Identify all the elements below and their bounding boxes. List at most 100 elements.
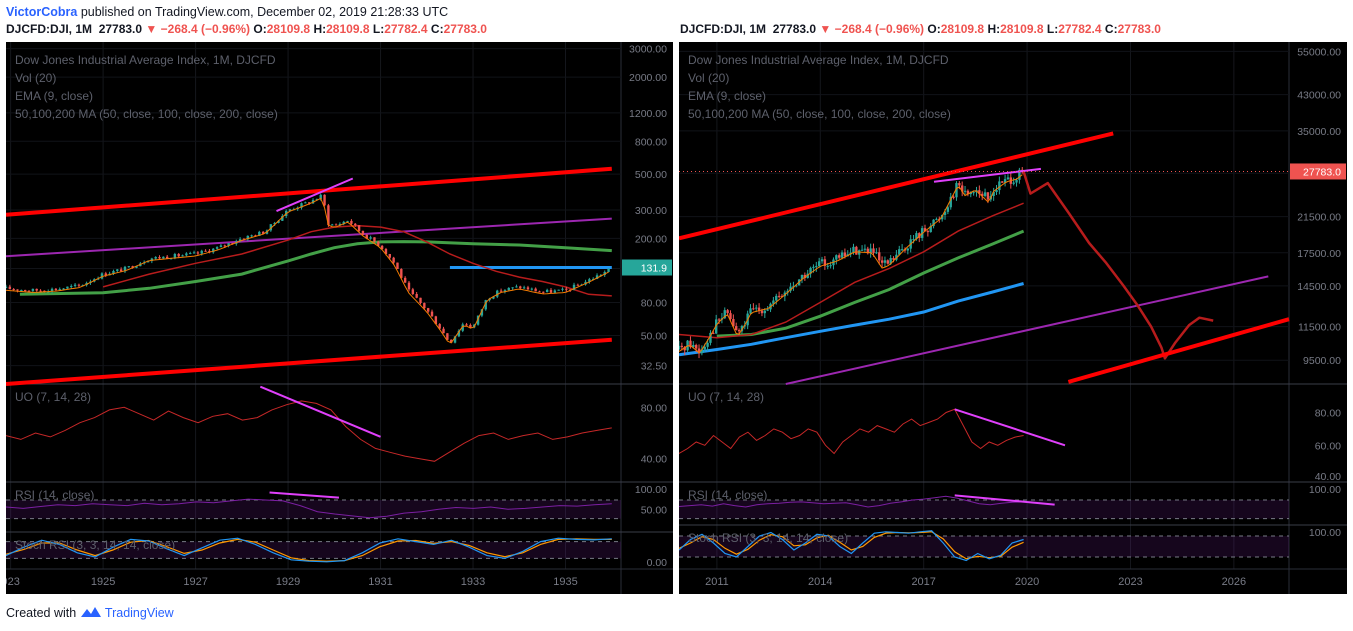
candle-body (331, 224, 334, 226)
x-tick-label: 1927 (183, 576, 207, 588)
candle-body (732, 319, 735, 327)
candle-body (23, 289, 27, 291)
tradingview-link[interactable]: TradingView (104, 606, 174, 620)
candle-body (880, 260, 884, 263)
x-tick-label: 2026 (1222, 576, 1246, 588)
candle-body (219, 245, 223, 248)
candle-body (1012, 182, 1015, 184)
candle-body (388, 254, 391, 258)
candle-body (542, 291, 545, 293)
candle-body (1015, 179, 1018, 183)
y-tick-label: 500.00 (635, 169, 667, 181)
candle-body (58, 289, 61, 291)
candle-body (496, 290, 499, 297)
candle-body (892, 258, 895, 260)
candle-body (511, 287, 514, 289)
rsi-line (6, 498, 612, 519)
legend-close: 27783.0 (443, 22, 487, 36)
author-link[interactable]: VictorCobra (6, 5, 78, 19)
study-label: EMA (9, close) (15, 89, 93, 103)
legend-high-label: H: (313, 22, 327, 36)
published-text: published on TradingView.com, December 0… (80, 5, 449, 19)
candle-body (895, 254, 898, 260)
candle-body (304, 202, 307, 204)
ema-line (679, 174, 1023, 354)
candle-body (926, 231, 930, 233)
legend-last: 27783.0 (98, 22, 143, 36)
indicator-tick-label: 0.00 (647, 557, 668, 569)
candle-body (261, 231, 265, 234)
candle-body (20, 289, 23, 291)
candle-body (208, 250, 211, 253)
candle-body (70, 285, 73, 287)
candle-body (196, 252, 200, 254)
chart-panel-right[interactable]: 2011 2014 2017 2020 2023 2026 55000.00 43000.00… (679, 42, 1347, 594)
chart-svg-left[interactable]: 923 1925 1927 1929 1931 1933 1935 3000.00 2000.0… (6, 42, 673, 594)
candle-body (883, 260, 887, 263)
chart-svg-right[interactable]: 2011 2014 2017 2020 2023 2026 55000.00 43000.00… (679, 42, 1347, 594)
candle-body (958, 183, 961, 186)
candle-body (986, 192, 990, 200)
candle-body (915, 233, 918, 240)
candle-body (949, 196, 952, 208)
candle-body (995, 190, 998, 193)
candle-body (503, 290, 507, 292)
stoch-k-line (6, 537, 612, 563)
channel-lower-line (6, 337, 612, 386)
indicator-tick-label: 50.00 (641, 504, 667, 516)
candle-body (123, 266, 127, 272)
chart-title: Dow Jones Industrial Average Index, 1M, … (688, 53, 949, 67)
legend-close: 27783.0 (1117, 22, 1161, 36)
channel-lower-line (1067, 317, 1290, 384)
x-tick-label: 923 (6, 576, 20, 588)
candle-body (875, 252, 878, 254)
chart-panel-left[interactable]: 923 1925 1927 1929 1931 1933 1935 3000.00 2000.0… (6, 42, 673, 594)
candle-body (981, 193, 984, 196)
candle-body (181, 255, 184, 257)
candle-body (679, 345, 681, 350)
candle-body (27, 290, 31, 292)
candle-body (840, 252, 844, 258)
candle-body (357, 225, 361, 231)
indicator-divergence-line (259, 385, 381, 438)
candle-body (392, 257, 395, 263)
candle-body (565, 288, 568, 290)
price-axis (621, 42, 673, 594)
candle-body (54, 288, 58, 291)
candle-body (889, 258, 892, 264)
legend-high: 28109.8 (326, 22, 370, 36)
candle-body (204, 250, 207, 252)
y-tick-label: 1200.00 (629, 108, 667, 120)
candle-body (162, 256, 165, 259)
y-tick-label: 800.00 (635, 136, 667, 148)
candle-body (492, 296, 495, 299)
candle-body (943, 211, 947, 215)
indicator-divergence-line (954, 408, 1066, 447)
candle-body (757, 307, 761, 311)
candle-body (453, 336, 457, 343)
indicator-band (679, 500, 1289, 519)
candle-body (66, 286, 69, 289)
candle-body (465, 324, 468, 326)
ma50-line (679, 202, 1024, 339)
candle-body (39, 290, 42, 292)
candle-body (269, 224, 273, 231)
candle-body (709, 332, 712, 343)
candle-body (396, 262, 399, 270)
candle-body (73, 284, 77, 286)
candle-body (906, 248, 910, 251)
x-tick-label: 1925 (91, 576, 115, 588)
channel-upper-line (6, 166, 612, 217)
candle-body (1003, 179, 1007, 183)
candle-body (62, 288, 65, 290)
ema-line (6, 197, 609, 344)
legend-last: 27783.0 (772, 22, 817, 36)
purple-trendline (6, 217, 612, 258)
ma100-line (19, 240, 612, 296)
last-price-label: 131.9 (641, 263, 667, 275)
y-tick-label: 200.00 (635, 233, 667, 245)
y-tick-label: 300.00 (635, 205, 667, 217)
candle-body (522, 287, 526, 289)
candle-body (780, 295, 784, 297)
candle-body (923, 228, 927, 232)
